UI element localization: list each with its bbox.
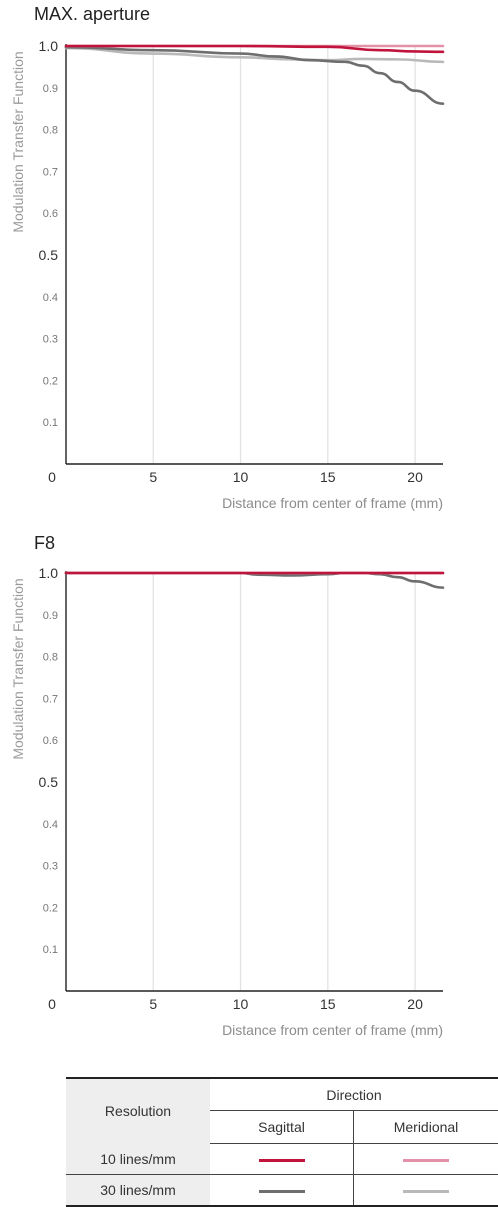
y-tick-label: 0.3 bbox=[43, 861, 58, 873]
y-tick-label: 0.3 bbox=[43, 334, 58, 346]
x-tick-label: 10 bbox=[233, 469, 249, 485]
origin-label: 0 bbox=[48, 469, 56, 485]
x-tick-label: 20 bbox=[407, 469, 423, 485]
legend-swatch-meridional-30 bbox=[403, 1190, 449, 1193]
y-tick-label: 0.7 bbox=[43, 166, 58, 178]
legend-row-label: 10 lines/mm bbox=[66, 1144, 210, 1175]
legend-swatch-sagittal-10 bbox=[259, 1159, 305, 1162]
legend-sagittal-header: Sagittal bbox=[210, 1111, 354, 1144]
legend-direction-header: Direction bbox=[210, 1078, 498, 1111]
legend-row-label: 30 lines/mm bbox=[66, 1175, 210, 1207]
y-tick-label: 1.0 bbox=[39, 565, 59, 581]
y-axis-label: Modulation Transfer Function bbox=[10, 51, 26, 232]
y-axis-label: Modulation Transfer Function bbox=[10, 578, 26, 759]
y-tick-label: 0.2 bbox=[43, 902, 58, 914]
x-tick-label: 5 bbox=[149, 996, 157, 1012]
y-tick-label: 0.1 bbox=[43, 944, 58, 956]
y-tick-label: 0.6 bbox=[43, 208, 58, 220]
legend-row-30-lines: 30 lines/mm bbox=[66, 1175, 498, 1207]
y-tick-label: 0.5 bbox=[39, 247, 59, 263]
y-tick-label: 0.8 bbox=[43, 652, 58, 664]
series-line-sagittal-30 bbox=[66, 47, 443, 103]
y-tick-label: 0.2 bbox=[43, 375, 58, 387]
x-tick-label: 15 bbox=[320, 996, 336, 1012]
legend-cell-meridional-10 bbox=[354, 1144, 498, 1175]
y-tick-label: 0.4 bbox=[43, 819, 58, 831]
legend-swatch-sagittal-30 bbox=[259, 1190, 305, 1193]
y-tick-label: 0.1 bbox=[43, 417, 58, 429]
origin-label: 0 bbox=[48, 996, 56, 1012]
legend-table: Resolution Direction Sagittal Meridional… bbox=[66, 1077, 498, 1207]
legend-meridional-header: Meridional bbox=[354, 1111, 498, 1144]
mtf-chart-f8: 0.1 0.2 0.3 0.4 0.5 0.6 0.7 0.8 0.9 1.0 0 5 10 15 20 Di… bbox=[0, 527, 498, 1047]
y-tick-label: 0.5 bbox=[39, 774, 59, 790]
y-tick-label: 0.7 bbox=[43, 693, 58, 705]
x-tick-label: 20 bbox=[407, 996, 423, 1012]
legend-cell-meridional-30 bbox=[354, 1175, 498, 1207]
legend-cell-sagittal-30 bbox=[210, 1175, 354, 1207]
y-tick-label: 0.9 bbox=[43, 610, 58, 622]
x-tick-label: 10 bbox=[233, 996, 249, 1012]
x-axis-label: Distance from center of frame (mm) bbox=[222, 495, 443, 511]
mtf-chart-max-aperture: 0.1 0.2 0.3 0.4 0.5 0.6 0.7 0.8 0.9 1.0 0 5 10 15 20 Di… bbox=[0, 0, 498, 520]
legend-resolution-header: Resolution bbox=[66, 1078, 210, 1144]
legend-cell-sagittal-10 bbox=[210, 1144, 354, 1175]
x-axis-label: Distance from center of frame (mm) bbox=[222, 1022, 443, 1038]
legend-row-10-lines: 10 lines/mm bbox=[66, 1144, 498, 1175]
x-tick-label: 15 bbox=[320, 469, 336, 485]
legend-swatch-meridional-10 bbox=[403, 1159, 449, 1162]
y-tick-label: 0.6 bbox=[43, 735, 58, 747]
y-tick-label: 0.8 bbox=[43, 125, 58, 137]
series-line-sagittal-30 bbox=[66, 573, 443, 588]
y-tick-label: 1.0 bbox=[39, 38, 59, 54]
y-tick-label: 0.4 bbox=[43, 292, 58, 304]
y-tick-label: 0.9 bbox=[43, 83, 58, 95]
x-tick-label: 5 bbox=[149, 469, 157, 485]
